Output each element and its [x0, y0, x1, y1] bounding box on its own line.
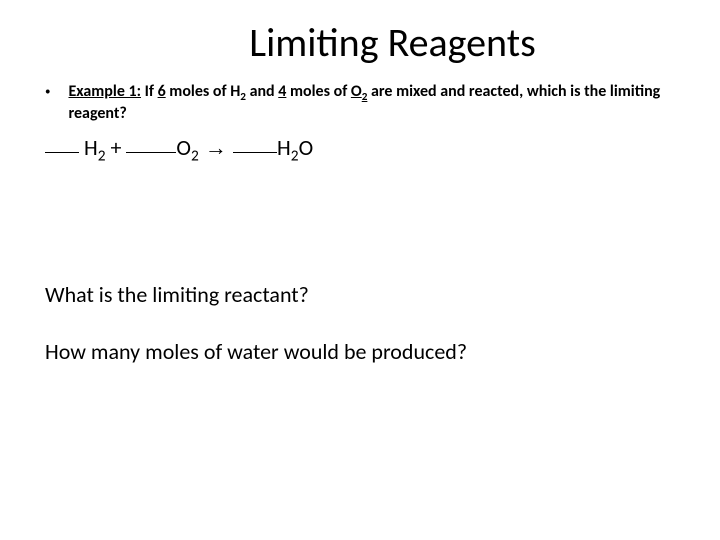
arrow-icon: →: [199, 135, 233, 160]
example-text: Example 1: If 6 moles of H2 and 4 moles …: [68, 81, 680, 124]
equation: H2 + O2 → H2O: [45, 134, 680, 161]
example-label: Example 1:: [68, 82, 141, 101]
eq-sub-h: 2: [98, 147, 106, 166]
eq-sub-o: 2: [191, 147, 199, 166]
example-moles1: 6: [158, 82, 166, 101]
example-o: O: [351, 82, 362, 101]
example-prefix: If: [141, 82, 158, 101]
blank-coefficient-1: [45, 152, 79, 153]
question-2: How many moles of water would be produce…: [45, 338, 680, 365]
example-bullet-row: • Example 1: If 6 moles of H2 and 4 mole…: [45, 81, 680, 124]
eq-oend: O: [299, 134, 314, 161]
question-1: What is the limiting reactant?: [45, 281, 680, 308]
example-text1: moles of H: [166, 82, 241, 101]
eq-h2: H: [277, 134, 291, 161]
example-body: If 6 moles of H2 and 4 moles of O2 are m…: [68, 82, 660, 123]
example-text2: and: [246, 82, 278, 101]
blank-coefficient-3: [233, 152, 277, 153]
blank-coefficient-2: [126, 152, 176, 153]
bullet-icon: •: [45, 85, 50, 98]
eq-sub-h2a: 2: [291, 147, 299, 166]
example-text3: moles of: [286, 82, 351, 101]
eq-h: H: [79, 134, 98, 161]
slide-title: Limiting Reagents: [105, 18, 680, 67]
eq-plus: +: [106, 134, 127, 161]
eq-o: O: [176, 134, 191, 161]
